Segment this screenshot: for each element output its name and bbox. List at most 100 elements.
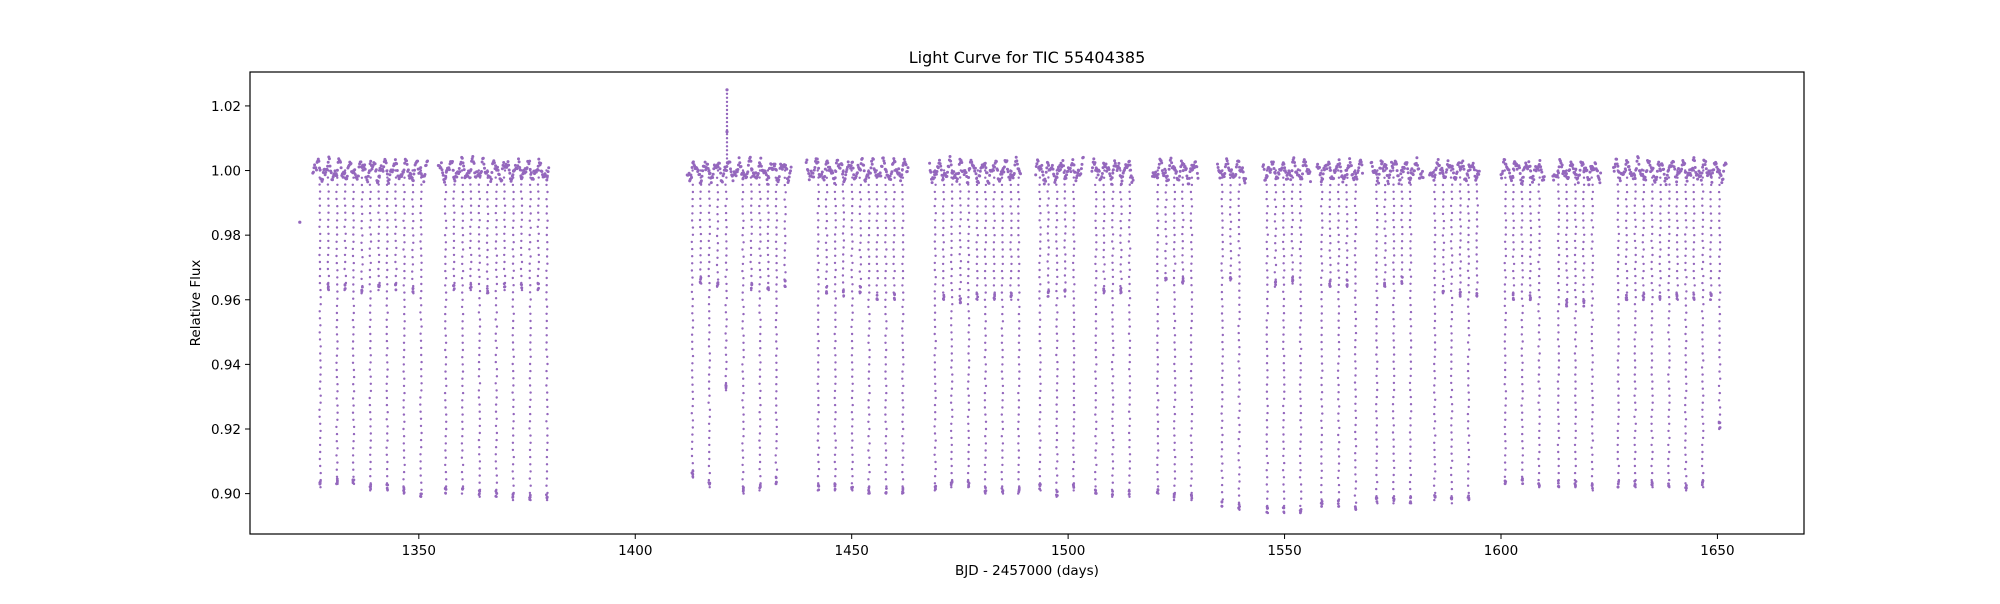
primary-eclipse-point xyxy=(1128,389,1132,392)
primary-eclipse-point xyxy=(1337,212,1340,215)
baseline-point xyxy=(356,174,360,178)
baseline-point xyxy=(1663,179,1667,183)
baseline-point xyxy=(1223,172,1227,175)
primary-eclipse-point xyxy=(420,233,423,236)
primary-eclipse-point xyxy=(901,478,905,481)
primary-eclipse-point xyxy=(352,205,355,208)
primary-eclipse-point xyxy=(461,363,464,366)
primary-eclipse-point xyxy=(1320,502,1324,506)
baseline-point xyxy=(987,181,991,185)
primary-eclipse-point xyxy=(1282,490,1286,493)
primary-eclipse-point xyxy=(1001,305,1004,309)
primary-eclipse-point xyxy=(1557,274,1561,278)
primary-eclipse-point xyxy=(901,176,905,179)
primary-eclipse-point xyxy=(1353,240,1357,243)
primary-eclipse-point xyxy=(1190,298,1194,301)
primary-eclipse-point xyxy=(461,413,464,416)
primary-eclipse-point xyxy=(1001,348,1004,352)
primary-eclipse-point xyxy=(461,269,465,273)
baseline-point xyxy=(1557,165,1561,169)
primary-eclipse-point xyxy=(1574,204,1577,207)
primary-eclipse-point xyxy=(901,334,904,337)
primary-eclipse-point xyxy=(494,247,497,250)
primary-eclipse-point xyxy=(1072,290,1075,293)
primary-eclipse-point xyxy=(335,219,339,222)
primary-eclipse-point xyxy=(1503,240,1507,243)
baseline-point xyxy=(949,159,953,163)
baseline-point xyxy=(845,168,849,171)
primary-eclipse-point xyxy=(967,457,970,461)
primary-eclipse-point xyxy=(1392,176,1395,179)
primary-eclipse-point xyxy=(1393,289,1396,293)
primary-eclipse-point xyxy=(1467,298,1470,301)
baseline-point xyxy=(784,163,787,167)
primary-eclipse-point xyxy=(1433,477,1436,480)
primary-eclipse-point xyxy=(1354,275,1357,278)
primary-eclipse-point xyxy=(1504,326,1507,329)
primary-eclipse-point xyxy=(1433,312,1437,315)
primary-eclipse-point xyxy=(419,226,423,229)
primary-eclipse-point xyxy=(1173,241,1176,244)
primary-eclipse-point xyxy=(1573,211,1577,214)
primary-eclipse-point xyxy=(1299,376,1302,379)
primary-eclipse-point xyxy=(1574,190,1577,193)
primary-eclipse-point xyxy=(1353,176,1357,179)
primary-eclipse-point xyxy=(1450,346,1453,349)
primary-eclipse-point xyxy=(1633,232,1636,236)
primary-eclipse-point xyxy=(1039,318,1042,321)
primary-eclipse-point xyxy=(742,356,745,359)
primary-eclipse-point xyxy=(385,389,388,393)
primary-eclipse-point xyxy=(1433,190,1436,194)
primary-eclipse-point xyxy=(385,247,389,250)
primary-eclipse-point xyxy=(352,169,355,172)
primary-eclipse-point xyxy=(1354,388,1357,391)
primary-eclipse-point xyxy=(1055,396,1059,399)
primary-eclipse-point xyxy=(850,290,854,293)
primary-eclipse-point xyxy=(1094,348,1097,352)
primary-eclipse-point xyxy=(1111,460,1115,463)
primary-eclipse-point xyxy=(1557,246,1560,250)
primary-eclipse-point xyxy=(403,320,406,323)
primary-eclipse-point xyxy=(902,363,905,366)
primary-eclipse-point xyxy=(477,247,481,250)
primary-eclipse-point xyxy=(933,453,936,456)
primary-eclipse-point xyxy=(1633,457,1637,461)
primary-eclipse-point xyxy=(1538,197,1541,200)
primary-eclipse-point xyxy=(950,338,953,341)
primary-eclipse-point xyxy=(511,427,515,430)
primary-eclipse-point xyxy=(403,377,406,380)
primary-eclipse-point xyxy=(758,453,762,456)
primary-eclipse-point xyxy=(816,197,820,201)
primary-eclipse-point xyxy=(1375,339,1378,342)
primary-eclipse-point xyxy=(319,464,322,468)
primary-eclipse-point xyxy=(1409,360,1413,363)
primary-eclipse-point xyxy=(445,427,448,431)
primary-eclipse-point xyxy=(1220,405,1224,408)
primary-eclipse-point xyxy=(419,495,423,498)
primary-eclipse-point xyxy=(1127,431,1131,435)
primary-eclipse-point xyxy=(1190,291,1194,294)
primary-eclipse-point xyxy=(1189,269,1193,272)
primary-eclipse-point xyxy=(834,247,837,250)
primary-eclipse-point xyxy=(529,412,532,416)
primary-eclipse-point xyxy=(1557,366,1561,369)
baseline-point xyxy=(1170,161,1174,165)
primary-eclipse-point xyxy=(850,190,854,194)
primary-eclipse-point xyxy=(1504,176,1507,179)
primary-eclipse-point xyxy=(933,403,937,407)
primary-eclipse-point xyxy=(708,359,712,362)
primary-eclipse-point xyxy=(950,288,954,292)
primary-eclipse-point xyxy=(352,418,355,421)
primary-eclipse-point xyxy=(386,204,389,208)
primary-eclipse-point xyxy=(419,438,423,442)
primary-eclipse-point xyxy=(901,399,904,402)
primary-eclipse-point xyxy=(319,429,322,433)
primary-eclipse-point xyxy=(1001,406,1004,409)
primary-eclipse-point xyxy=(1651,253,1654,257)
primary-eclipse-point xyxy=(934,396,937,400)
primary-eclipse-point xyxy=(1017,356,1020,359)
primary-eclipse-point xyxy=(445,298,448,301)
primary-eclipse-point xyxy=(1221,190,1224,194)
baseline-point xyxy=(1432,178,1436,182)
baseline-point xyxy=(746,170,750,174)
